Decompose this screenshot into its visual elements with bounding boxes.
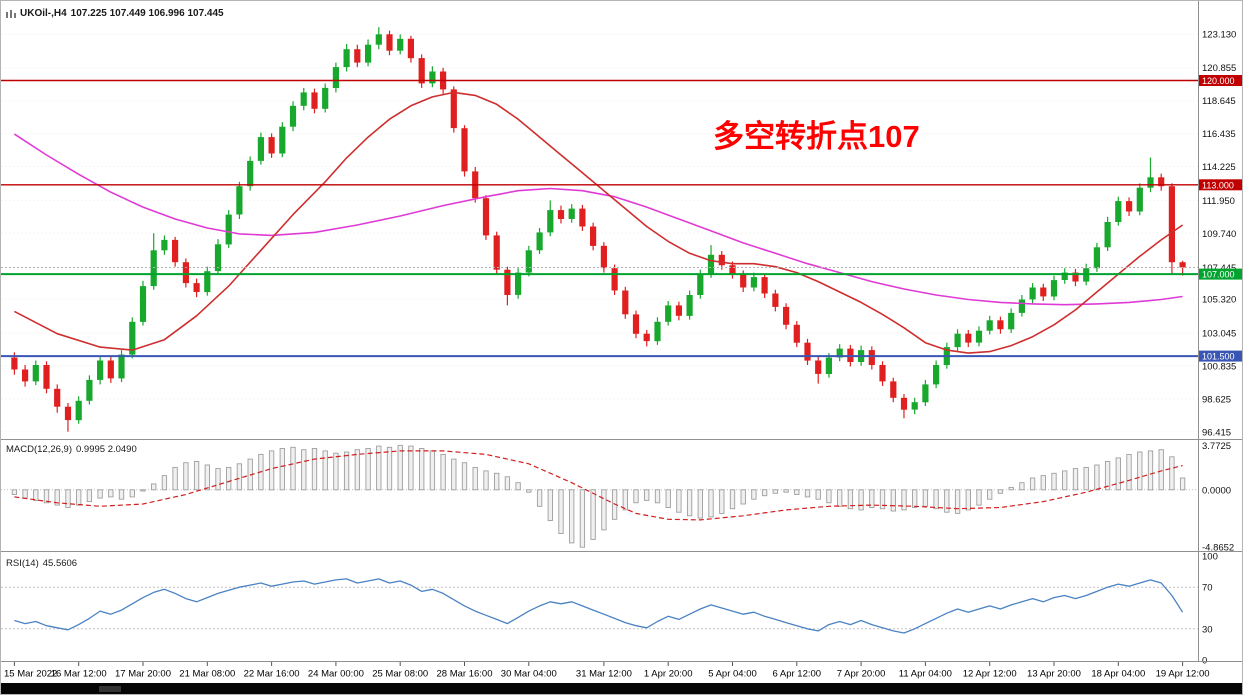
level-price-badge-label: 120.000 <box>1202 76 1235 86</box>
horizontal-level-lines[interactable] <box>1 79 1198 358</box>
x-axis-label: 21 Mar 08:00 <box>179 669 235 680</box>
rsi-axis-label: 100 <box>1202 552 1218 563</box>
y-axis-label: 107.445 <box>1202 263 1236 274</box>
x-axis-label: 16 Mar 12:00 <box>51 669 107 680</box>
x-axis-label: 1 Apr 20:00 <box>644 669 693 680</box>
y-axis-label: 98.625 <box>1202 394 1231 405</box>
x-axis-label: 13 Apr 20:00 <box>1027 669 1081 680</box>
level-price-badge-label: 113.000 <box>1202 180 1234 190</box>
price-annotation: 多空转折点107 <box>713 119 920 154</box>
x-axis-label: 25 Mar 08:00 <box>372 669 428 680</box>
macd-axis-label: -4.8652 <box>1202 543 1234 554</box>
y-axis-label: 114.225 <box>1202 162 1236 173</box>
x-axis-label: 12 Apr 12:00 <box>963 669 1017 680</box>
main-chart-area[interactable] <box>1 6 1198 438</box>
rsi-line <box>14 578 1184 634</box>
level-price-badge <box>1198 179 1242 191</box>
y-axis-label: 96.415 <box>1202 427 1231 438</box>
y-axis-label: 103.045 <box>1202 329 1236 340</box>
macd-axis-label: 3.7725 <box>1202 441 1231 452</box>
macd-histogram <box>11 444 1186 548</box>
level-price-badge-label: 101.500 <box>1202 352 1235 362</box>
rsi-indicator-value: 45.5606 <box>42 558 78 569</box>
rsi-indicator-label: RSI(14) 45.5606 <box>6 558 81 569</box>
rsi-axis-label: 70 <box>1202 583 1213 594</box>
macd-indicator-label: MACD(12,26,9) 0.9995 2.0490 <box>6 444 141 455</box>
x-axis-label: 22 Mar 16:00 <box>244 669 300 680</box>
x-axis-label: 30 Mar 04:00 <box>501 669 557 680</box>
taskbar-item[interactable] <box>99 686 121 692</box>
ma-magenta <box>13 133 1183 306</box>
level-price-badge <box>1198 75 1242 86</box>
y-axis-label: 109.740 <box>1202 229 1236 240</box>
macd-indicator-values: 0.9995 2.0490 <box>76 444 137 455</box>
rsi-panel[interactable] <box>1 556 1198 660</box>
x-axis-label: 17 Mar 20:00 <box>115 669 171 680</box>
y-axis-label: 105.320 <box>1202 295 1236 306</box>
rsi-axis-label: 30 <box>1202 624 1213 635</box>
level-price-badge-label: 107.000 <box>1202 270 1235 280</box>
candles-series <box>11 27 1186 432</box>
symbol-ohlc-values: 107.225 107.449 106.996 107.445 <box>70 8 224 19</box>
price-axis-labels: 123.130 120.855 118.645 116.435 114.225 111.9… <box>1198 29 1242 438</box>
y-axis-label: 116.435 <box>1202 129 1236 140</box>
level-price-badge <box>1198 350 1242 362</box>
macd-axis-labels: 3.7725 0.0000 -4.8652 <box>1202 441 1234 554</box>
y-axis-label: 100.835 <box>1202 362 1236 373</box>
x-axis-label: 28 Mar 16:00 <box>437 669 493 680</box>
y-axis-label: 123.130 <box>1202 29 1236 40</box>
ma-red <box>14 91 1184 354</box>
x-axis-label: 24 Mar 00:00 <box>308 669 364 680</box>
x-axis-label: 5 Apr 04:00 <box>708 669 757 680</box>
y-axis-label: 118.645 <box>1202 96 1236 107</box>
x-axis-label: 7 Apr 20:00 <box>837 669 886 680</box>
x-axis-label: 15 Mar 2022 <box>4 669 57 680</box>
macd-indicator-name: MACD(12,26,9) <box>6 444 72 455</box>
y-axis-label: 111.950 <box>1202 196 1235 207</box>
x-axis-label: 31 Mar 12:00 <box>576 669 632 680</box>
x-axis-label: 19 Apr 12:00 <box>1156 669 1210 680</box>
macd-signal-line <box>14 450 1183 521</box>
y-axis-label: 120.855 <box>1202 63 1236 74</box>
level-price-badge <box>1198 268 1242 280</box>
symbol-ohlc-label: UKOil-,H4 107.225 107.449 106.996 107.44… <box>6 8 224 19</box>
bottom-taskbar-strip <box>1 683 1242 694</box>
x-axis-label: 18 Apr 04:00 <box>1091 669 1145 680</box>
x-axis-label: 11 Apr 04:00 <box>899 669 952 680</box>
macd-axis-label: 0.0000 <box>1202 485 1231 496</box>
x-axis-label: 6 Apr 12:00 <box>772 669 821 680</box>
rsi-indicator-name: RSI(14) <box>6 558 39 569</box>
chart-icon <box>6 9 16 19</box>
symbol-name: UKOil-,H4 <box>20 8 67 19</box>
